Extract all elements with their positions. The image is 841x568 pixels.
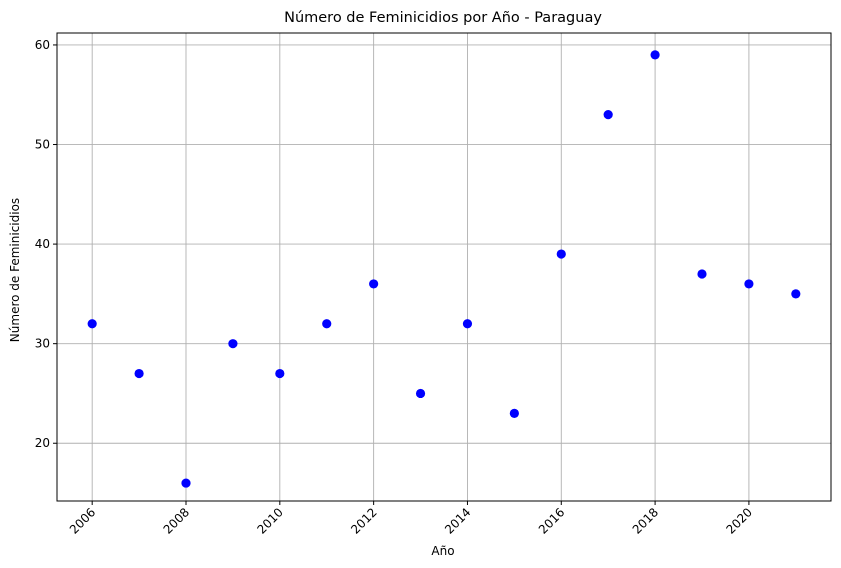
y-tick-label: 50 (35, 138, 50, 152)
chart-title: Número de Feminicidios por Año - Paragua… (284, 10, 602, 26)
data-point (462, 319, 473, 329)
data-point (134, 368, 144, 379)
plot-frame (56, 32, 832, 502)
data-point (275, 368, 285, 379)
x-tick-label: 2020 (724, 505, 755, 536)
x-tick-label: 2012 (348, 505, 379, 536)
y-axis-label: Número de Feminicidios (8, 198, 22, 342)
axis-ticks: 2006 2008 2010 2012 2014 2016 2018 202020304050… (35, 38, 755, 537)
x-tick-label: 2016 (536, 505, 567, 536)
data-point (228, 339, 238, 349)
x-tick-label: 2006 (67, 505, 98, 536)
data-point (509, 408, 519, 418)
data-point (650, 50, 660, 60)
data-point (744, 279, 754, 289)
data-point (791, 289, 801, 299)
data-point (603, 110, 613, 120)
data-point (369, 279, 379, 289)
y-tick-label: 20 (35, 436, 50, 450)
x-tick-label: 2008 (161, 505, 192, 536)
grid-lines (57, 33, 831, 501)
x-tick-label: 2010 (254, 505, 285, 536)
data-point (322, 319, 332, 329)
data-point (87, 319, 97, 329)
x-axis-label: Año (431, 544, 454, 558)
x-tick-label: 2014 (442, 505, 473, 536)
data-point (415, 388, 426, 399)
data-point (556, 249, 566, 259)
data-point (697, 269, 707, 279)
y-tick-label: 40 (35, 237, 50, 251)
y-tick-label: 60 (35, 38, 50, 52)
data-point (181, 478, 191, 488)
y-tick-label: 30 (35, 337, 50, 351)
x-tick-label: 2018 (630, 505, 661, 536)
data-points (87, 50, 801, 488)
